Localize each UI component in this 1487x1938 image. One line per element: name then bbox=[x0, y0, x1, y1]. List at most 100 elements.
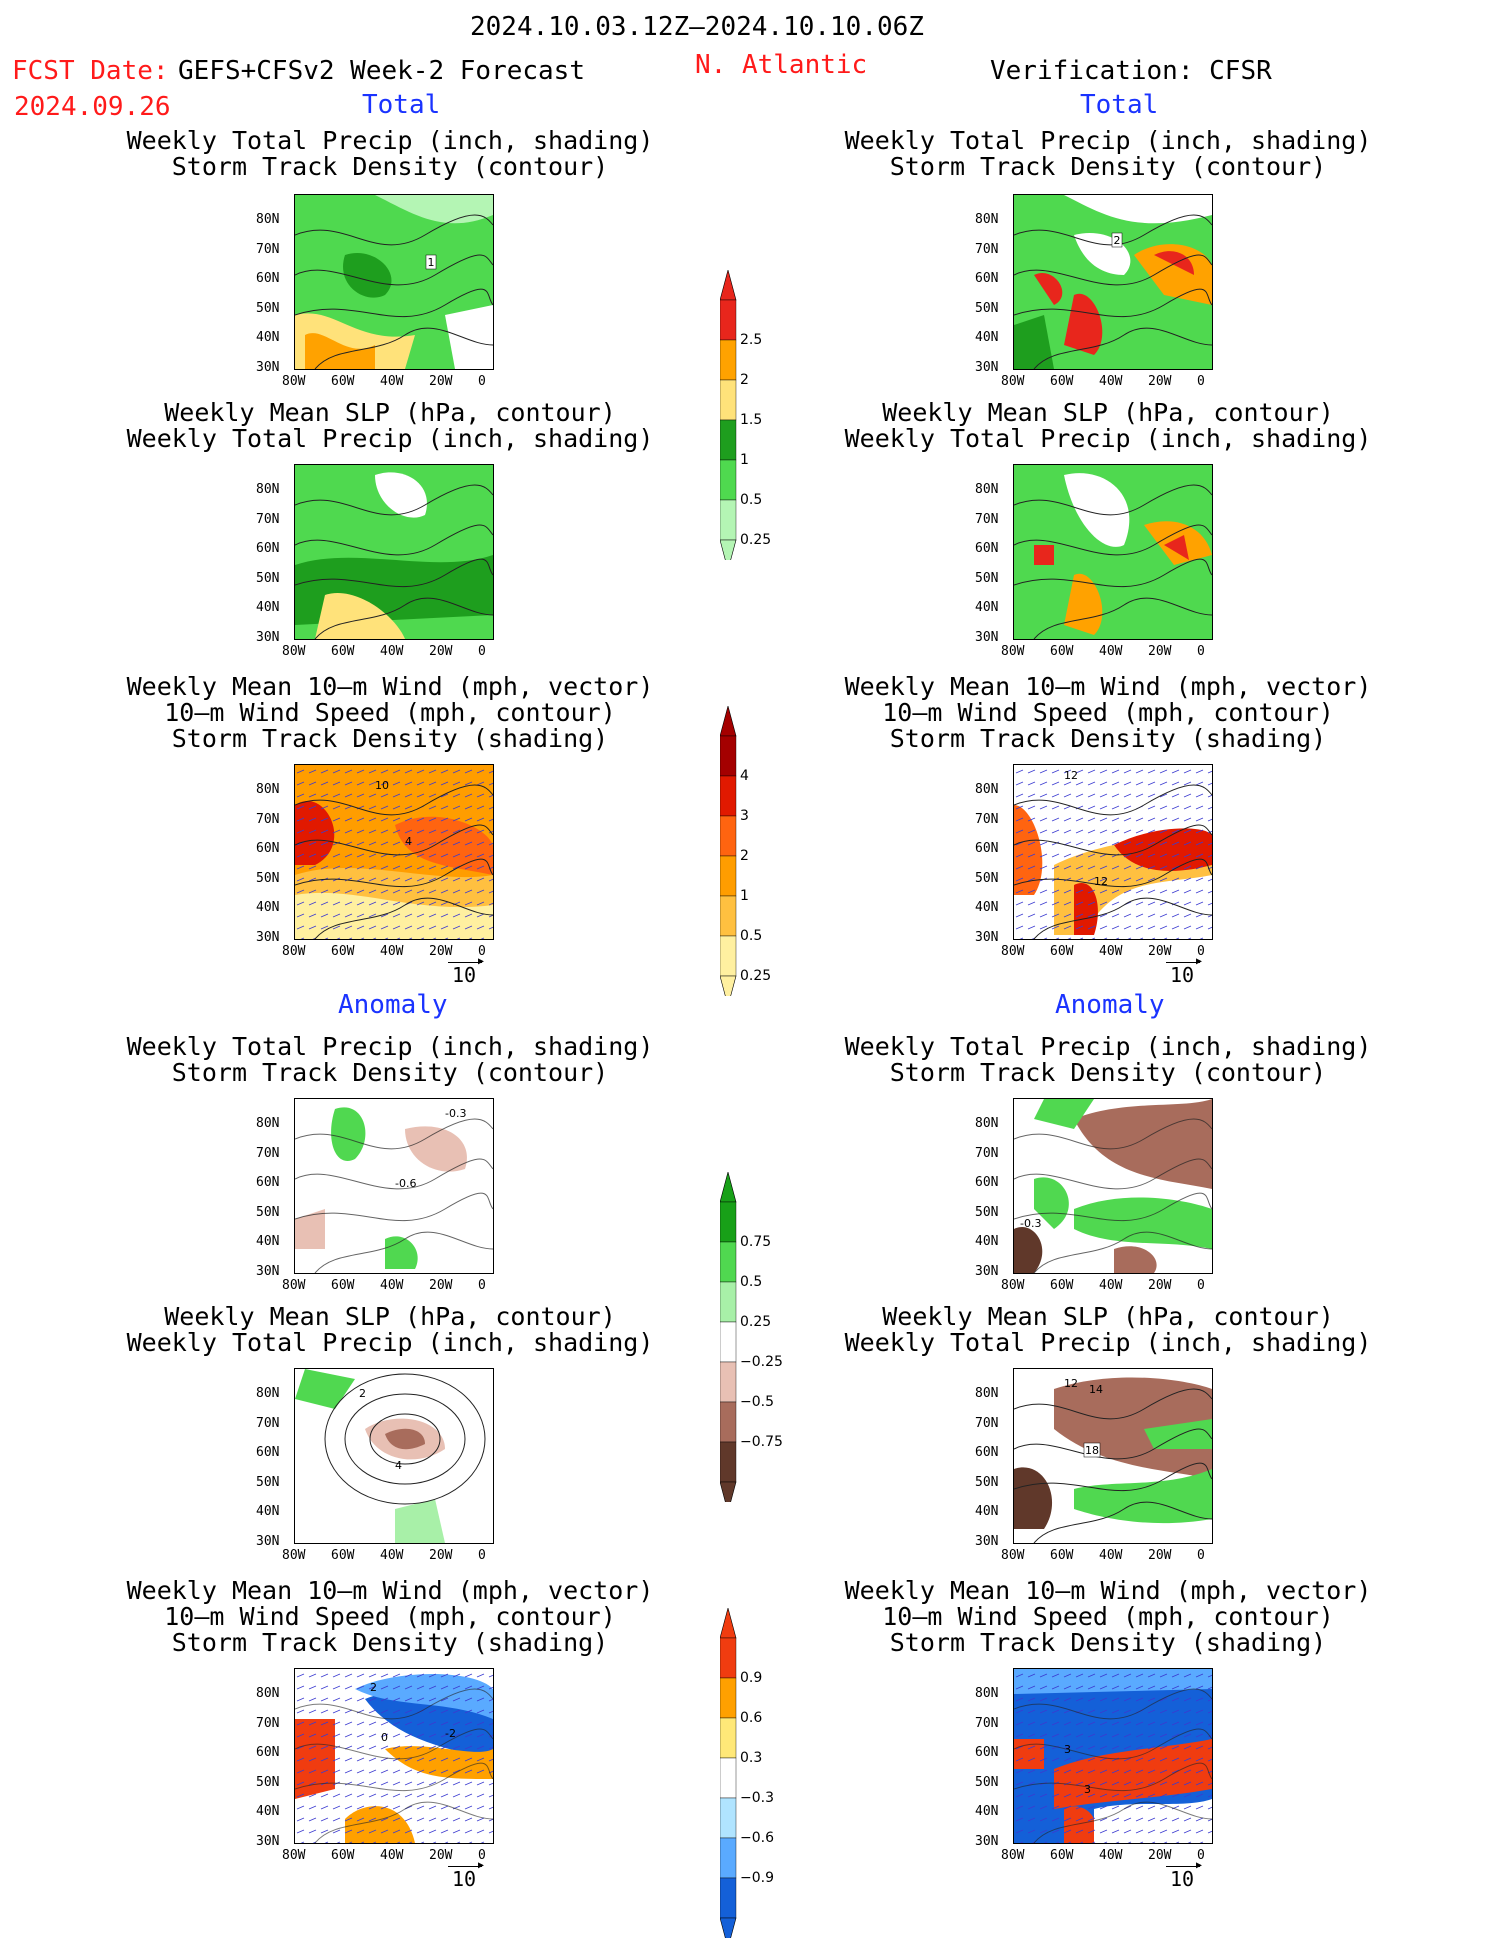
lat-tick: 70N bbox=[256, 241, 280, 257]
colorbar-label: −0.75 bbox=[740, 1434, 783, 1450]
colorbar-segment bbox=[720, 1877, 737, 1919]
colorbar-label: −0.3 bbox=[740, 1790, 774, 1806]
vector-ref-fc-anom: ▶ 10 bbox=[448, 1860, 484, 1891]
lat-tick: 60N bbox=[975, 541, 999, 556]
colorbar-top-cap bbox=[720, 270, 737, 301]
lon-tick: 20W bbox=[1148, 1278, 1172, 1293]
colorbar-label: 2 bbox=[740, 848, 749, 864]
lat-tick: 50N bbox=[256, 870, 280, 886]
label-ver-anom-slp-c: 18 bbox=[1085, 1444, 1099, 1457]
lon-tick: 40W bbox=[1099, 374, 1123, 389]
fcst-date-label: FCST Date: bbox=[12, 56, 169, 86]
colorbar-label: 4 bbox=[740, 768, 749, 784]
lon-tick: 0 bbox=[1197, 1548, 1205, 1563]
title-ver-total-precip: Weekly Total Precip (inch, shading) Stor… bbox=[844, 126, 1372, 181]
lat-tick: 30N bbox=[256, 929, 280, 945]
map-ver-anom-precip: -0.3 bbox=[1013, 1098, 1213, 1274]
label-fc-total-wind-a: 10 bbox=[375, 779, 389, 792]
lat-tick: 40N bbox=[256, 900, 280, 915]
lon-tick: 40W bbox=[1099, 644, 1123, 659]
label-fc-anom-wind-a: 2 bbox=[370, 1681, 377, 1694]
lat-tick: 40N bbox=[256, 330, 280, 345]
label-fc-anom-slp-b: 4 bbox=[395, 1459, 402, 1472]
lon-tick: 80W bbox=[282, 944, 306, 959]
lat-tick: 80N bbox=[256, 482, 280, 497]
lon-tick: 40W bbox=[380, 1848, 404, 1863]
map-ver-anom-wind: 3 3 bbox=[1013, 1668, 1213, 1844]
lon-tick: 40W bbox=[1099, 1278, 1123, 1293]
title-ver-anom-precip: Weekly Total Precip (inch, shading) Stor… bbox=[844, 1032, 1372, 1087]
period-title: 2024.10.03.12Z–2024.10.10.06Z bbox=[470, 12, 924, 42]
lon-tick: 80W bbox=[282, 644, 306, 659]
colorbar-segment bbox=[720, 735, 737, 777]
lat-tick: 60N bbox=[256, 1745, 280, 1760]
lon-tick: 80W bbox=[1001, 1278, 1025, 1293]
lat-tick: 70N bbox=[256, 1145, 280, 1161]
colorbar-label: −0.6 bbox=[740, 1830, 774, 1846]
title-fc-total-slp: Weekly Mean SLP (hPa, contour) Weekly To… bbox=[126, 398, 654, 453]
lon-tick: 60W bbox=[1050, 944, 1074, 959]
label-ver-anom-slp-a: 12 bbox=[1064, 1377, 1078, 1390]
title-ver-anom-wind: Weekly Mean 10–m Wind (mph, vector) 10–m… bbox=[844, 1576, 1372, 1657]
label-fc-anom-slp-a: 2 bbox=[359, 1387, 366, 1400]
lon-tick: 40W bbox=[1099, 1848, 1123, 1863]
title-fc-anom-precip: Weekly Total Precip (inch, shading) Stor… bbox=[126, 1032, 654, 1087]
colorbar-segment bbox=[720, 895, 737, 937]
lat-tick: 50N bbox=[256, 1204, 280, 1220]
lon-tick: 80W bbox=[1001, 374, 1025, 389]
label-ver-total-precip: 2 bbox=[1114, 234, 1121, 247]
lat-tick: 30N bbox=[975, 929, 999, 945]
lon-tick: 60W bbox=[331, 1848, 355, 1863]
lon-tick: 80W bbox=[282, 1278, 306, 1293]
lon-tick: 0 bbox=[1197, 644, 1205, 659]
region-title: N. Atlantic bbox=[695, 50, 868, 80]
colorbar-precip-anom: 0.75 0.5 0.25 −0.25 −0.5 −0.75 bbox=[720, 1172, 800, 1502]
map-ver-total-slp bbox=[1013, 464, 1213, 640]
lon-tick: 60W bbox=[1050, 1278, 1074, 1293]
lon-tick: 0 bbox=[478, 644, 486, 659]
colorbar-label: 0.75 bbox=[740, 1234, 771, 1250]
lat-tick: 80N bbox=[256, 212, 280, 227]
lat-tick: 30N bbox=[975, 359, 999, 375]
lon-tick: 60W bbox=[1050, 1548, 1074, 1563]
lat-tick: 60N bbox=[975, 1445, 999, 1460]
lon-tick: 20W bbox=[1148, 1848, 1172, 1863]
colorbar-segment bbox=[720, 1797, 737, 1839]
lat-tick: 80N bbox=[256, 1686, 280, 1701]
lon-tick: 40W bbox=[380, 1278, 404, 1293]
colorbar-label: −0.25 bbox=[740, 1354, 783, 1370]
lat-tick: 70N bbox=[975, 241, 999, 257]
lat-tick: 60N bbox=[975, 1175, 999, 1190]
label-fc-anom-precip-a: -0.3 bbox=[445, 1107, 466, 1120]
colorbar-segment bbox=[720, 339, 737, 381]
lon-tick: 20W bbox=[1148, 644, 1172, 659]
lon-tick: 80W bbox=[1001, 1548, 1025, 1563]
title-fc-anom-slp: Weekly Mean SLP (hPa, contour) Weekly To… bbox=[126, 1302, 654, 1357]
colorbar-segment bbox=[720, 775, 737, 817]
lon-tick: 60W bbox=[331, 1278, 355, 1293]
lat-tick: 30N bbox=[256, 1263, 280, 1279]
label-fc-anom-wind-c: 0 bbox=[381, 1731, 388, 1744]
map-fc-anom-precip: -0.3 -0.6 bbox=[294, 1098, 494, 1274]
lat-tick: 70N bbox=[975, 811, 999, 827]
lon-tick: 0 bbox=[478, 1848, 486, 1863]
lat-tick: 80N bbox=[975, 782, 999, 797]
label-ver-anom-precip: -0.3 bbox=[1020, 1217, 1041, 1230]
lon-tick: 0 bbox=[1197, 1278, 1205, 1293]
lat-tick: 70N bbox=[256, 511, 280, 527]
lat-tick: 50N bbox=[975, 300, 999, 316]
model-title: GEFS+CFSv2 Week-2 Forecast bbox=[178, 56, 585, 86]
vector-ref-fc-total: ▶ 10 bbox=[448, 956, 484, 987]
lat-tick: 70N bbox=[256, 811, 280, 827]
lat-tick: 40N bbox=[256, 1804, 280, 1819]
title-ver-total-wind: Weekly Mean 10–m Wind (mph, vector) 10–m… bbox=[844, 672, 1372, 753]
lon-tick: 20W bbox=[429, 1848, 453, 1863]
map-ver-anom-slp: 12 14 18 bbox=[1013, 1368, 1213, 1544]
colorbar-segment bbox=[720, 1201, 737, 1243]
lat-tick: 60N bbox=[256, 1445, 280, 1460]
lon-tick: 0 bbox=[478, 944, 486, 959]
colorbar-label: −0.5 bbox=[740, 1394, 774, 1410]
title-ver-anom-slp: Weekly Mean SLP (hPa, contour) Weekly To… bbox=[844, 1302, 1372, 1357]
lon-tick: 20W bbox=[429, 374, 453, 389]
lat-tick: 30N bbox=[975, 629, 999, 645]
